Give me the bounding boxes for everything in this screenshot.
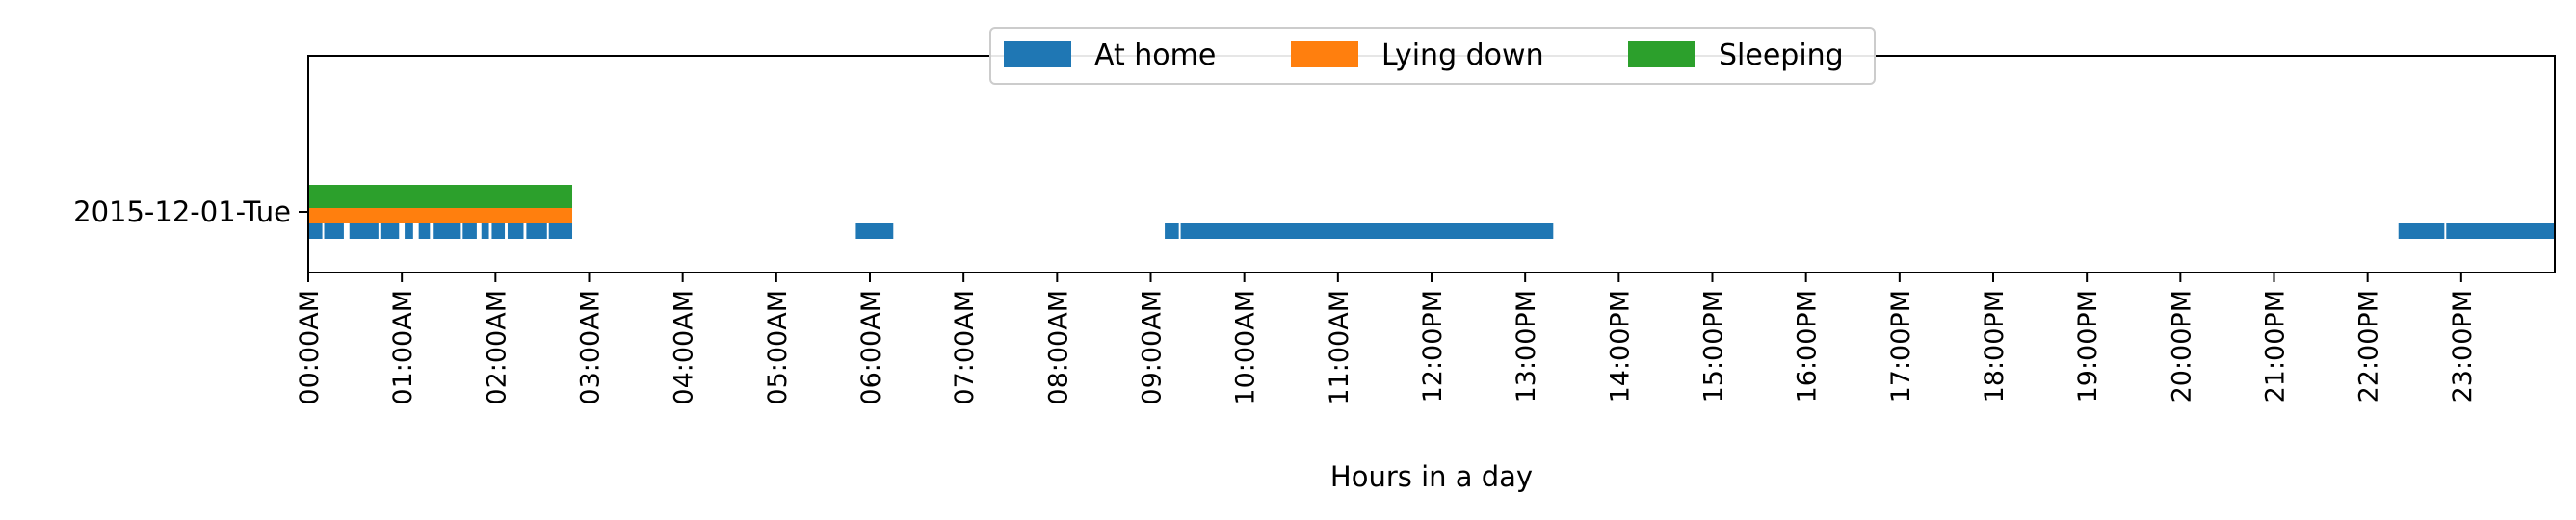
bar-at-home-8 xyxy=(481,223,489,239)
y-axis: 2015-12-01-Tue xyxy=(73,195,308,228)
legend-label: Lying down xyxy=(1381,39,1544,72)
bar-at-home-16 xyxy=(2398,223,2445,239)
bar-at-home-14 xyxy=(1165,223,1179,239)
bar-at-home-9 xyxy=(491,223,506,239)
x-tick-label: 14:00PM xyxy=(1605,290,1635,403)
bar-at-home-11 xyxy=(526,223,547,239)
x-tick-label: 22:00PM xyxy=(2354,290,2384,403)
x-tick-label: 10:00AM xyxy=(1231,290,1261,405)
x-tick-label: 05:00AM xyxy=(763,290,793,405)
legend-label: At home xyxy=(1094,39,1216,72)
x-tick-label: 03:00AM xyxy=(576,290,606,405)
bars-layer xyxy=(308,185,2555,239)
bar-at-home-7 xyxy=(462,223,477,239)
bar-sleeping-0 xyxy=(308,185,573,208)
bar-at-home-15 xyxy=(1180,223,1554,239)
x-tick-label: 13:00PM xyxy=(1511,290,1541,403)
x-tick-label: 23:00PM xyxy=(2448,290,2478,403)
x-tick-label: 16:00PM xyxy=(1793,290,1823,403)
bar-lying-down-0 xyxy=(308,208,573,223)
bar-at-home-1 xyxy=(324,223,344,239)
bar-at-home-6 xyxy=(433,223,461,239)
x-tick-label: 00:00AM xyxy=(295,290,325,405)
bar-at-home-3 xyxy=(380,223,400,239)
x-tick-label: 15:00PM xyxy=(1699,290,1729,403)
x-axis-label: Hours in a day xyxy=(1330,460,1533,493)
bar-at-home-13 xyxy=(855,223,894,239)
x-tick-label: 20:00PM xyxy=(2167,290,2196,403)
legend-swatch xyxy=(1628,41,1695,67)
bar-at-home-12 xyxy=(548,223,573,239)
bar-at-home-0 xyxy=(308,223,323,239)
bar-at-home-5 xyxy=(418,223,431,239)
bar-at-home-2 xyxy=(349,223,379,239)
bar-at-home-17 xyxy=(2446,223,2555,239)
bar-at-home-4 xyxy=(405,223,413,239)
x-tick-label: 12:00PM xyxy=(1418,290,1448,403)
legend-swatch xyxy=(1004,41,1071,67)
plot-frame xyxy=(307,55,2556,273)
x-tick-label: 06:00AM xyxy=(856,290,886,405)
x-tick-label: 18:00PM xyxy=(1980,290,2010,403)
x-tick-label: 17:00PM xyxy=(1886,290,1916,403)
legend: At home Lying down Sleeping xyxy=(989,27,1876,85)
x-tick-label: 04:00AM xyxy=(670,290,699,405)
x-tick-label: 09:00AM xyxy=(1138,290,1168,405)
x-tick-label: 02:00AM xyxy=(482,290,512,405)
x-tick-label: 07:00AM xyxy=(950,290,980,405)
legend-swatch xyxy=(1291,41,1358,67)
y-tick-label: 2015-12-01-Tue xyxy=(73,195,291,228)
x-tick-label: 21:00PM xyxy=(2261,290,2291,403)
x-tick-label: 01:00AM xyxy=(388,290,418,405)
x-tick-label: 19:00PM xyxy=(2073,290,2103,403)
x-axis: 00:00AM 01:00AM 02:00AM 03:00AM 04:00AM 05:00… xyxy=(295,273,2478,405)
bar-at-home-10 xyxy=(507,223,524,239)
x-tick-label: 11:00AM xyxy=(1325,290,1354,405)
x-tick-label: 08:00AM xyxy=(1043,290,1073,405)
legend-label: Sleeping xyxy=(1719,39,1844,72)
